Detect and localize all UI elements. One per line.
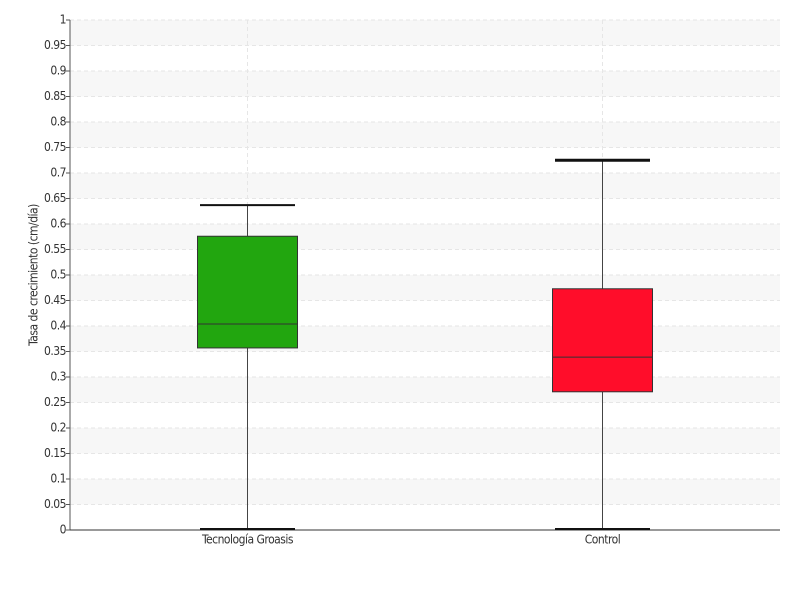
y-tick-label: 0 [60, 523, 67, 537]
grid-band [70, 224, 780, 250]
y-tick-label: 0.4 [50, 319, 66, 333]
y-tick-label: 0.35 [44, 344, 66, 358]
grid-band [70, 173, 780, 199]
y-tick-label: 0.55 [44, 242, 66, 256]
y-tick-label: 0.7 [50, 166, 66, 180]
y-tick-label: 0.5 [50, 268, 66, 282]
grid-band [70, 326, 780, 352]
grid-band [70, 122, 780, 148]
y-tick-label: 0.2 [50, 421, 66, 435]
y-tick-label: 0.65 [44, 191, 66, 205]
grid-band [70, 20, 780, 46]
y-tick-label: 0.45 [44, 293, 66, 307]
grid-band [70, 428, 780, 454]
y-tick-label: 0.3 [50, 370, 66, 384]
y-tick-label: 0.8 [50, 115, 66, 129]
grid-band [70, 275, 780, 301]
box [552, 288, 653, 393]
grid-band [70, 479, 780, 505]
y-tick-label: 0.05 [44, 497, 66, 511]
box [197, 235, 298, 349]
y-tick-label: 0.1 [50, 472, 66, 486]
y-tick-label: 1 [60, 13, 66, 27]
y-tick-label: 0.85 [44, 89, 66, 103]
y-tick-label: 0.6 [50, 217, 66, 231]
x-tick-label: Control [585, 533, 621, 547]
y-tick-label: 0.75 [44, 140, 66, 154]
y-tick-label: 0.25 [44, 395, 66, 409]
y-tick-label: 0.15 [44, 446, 66, 460]
grid-band [70, 377, 780, 403]
y-tick-label: 0.9 [50, 64, 66, 78]
grid-band [70, 71, 780, 97]
y-tick-label: 0.95 [44, 38, 66, 52]
y-axis-label: Tasa de crecimiento (cm/día) [27, 204, 41, 347]
x-tick-label: Tecnología Groasis [201, 533, 294, 547]
